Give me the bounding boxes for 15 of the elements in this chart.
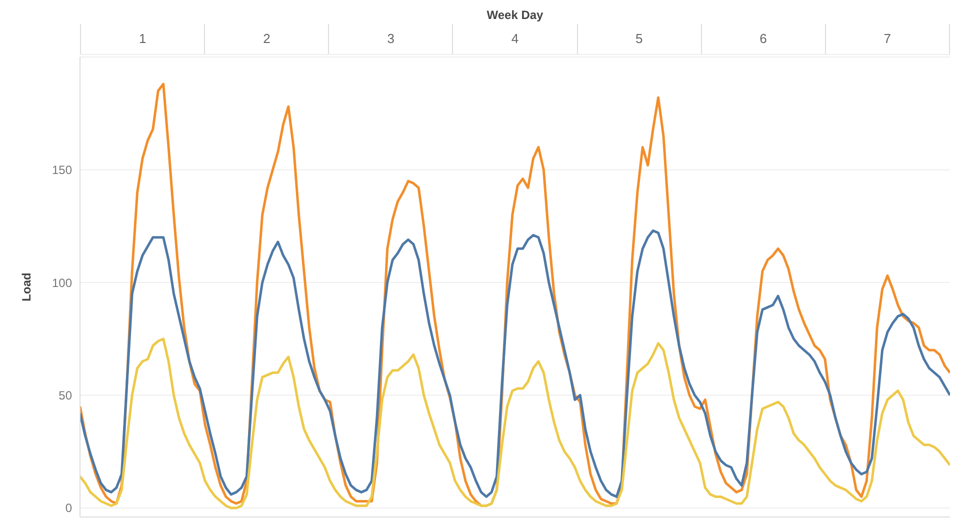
- text: 6: [700, 24, 825, 54]
- text: 2: [204, 24, 328, 54]
- y-tick-label: 150: [52, 163, 72, 178]
- text: 3: [328, 24, 452, 54]
- y-tick-label: 0: [65, 501, 72, 516]
- line-series: [80, 229, 950, 498]
- chart-title: Week Day: [486, 8, 544, 24]
- line-series: [80, 338, 950, 510]
- y-axis-title: Load: [19, 272, 34, 302]
- y-tick-label: 50: [58, 388, 72, 402]
- text: 5: [576, 24, 701, 54]
- text: 7: [824, 24, 950, 54]
- text: 1: [80, 24, 204, 54]
- y-tick-label: 100: [52, 276, 72, 290]
- text: 4: [452, 24, 577, 54]
